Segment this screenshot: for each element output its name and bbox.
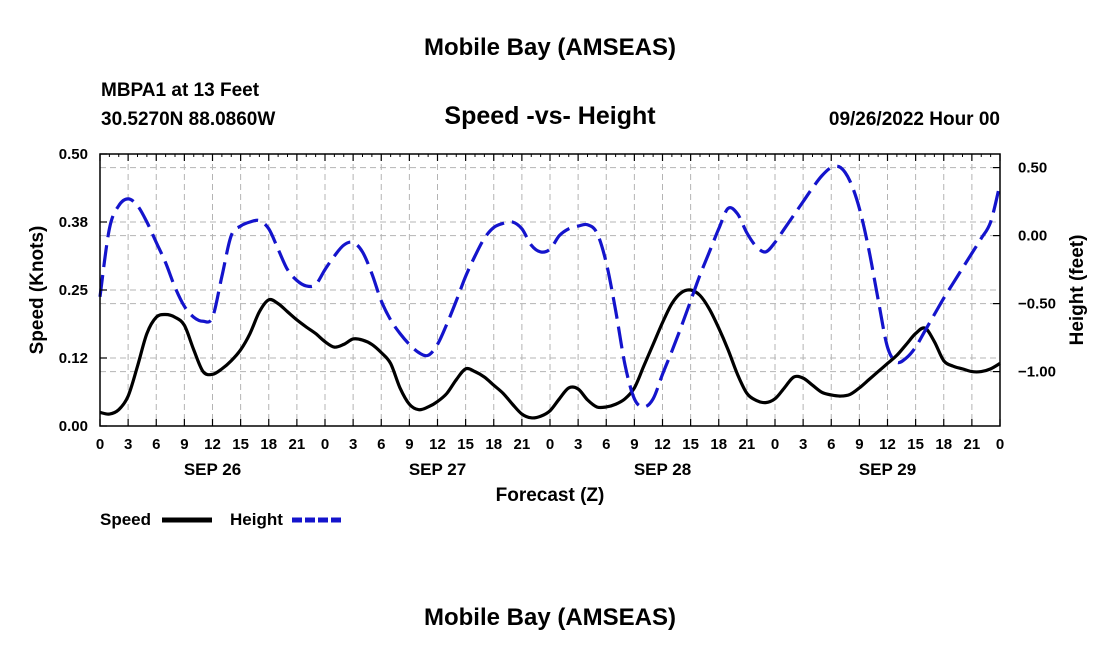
legend: Speed Height bbox=[100, 510, 342, 529]
y-left-tick-label: 0.25 bbox=[59, 282, 88, 299]
x-tick-label: 21 bbox=[739, 436, 756, 453]
y-right-tick-label: 0.50 bbox=[1018, 160, 1047, 177]
x-tick-label: 3 bbox=[574, 436, 582, 453]
series-height-line bbox=[98, 164, 1002, 409]
x-tick-label: 0 bbox=[96, 436, 104, 453]
x-tick-label: 6 bbox=[152, 436, 160, 453]
x-tick-label: 3 bbox=[349, 436, 357, 453]
legend-height-label: Height bbox=[230, 510, 283, 529]
x-tick-label: 0 bbox=[546, 436, 554, 453]
y-left-tick-label: 0.50 bbox=[59, 146, 88, 163]
x-tick-label: 18 bbox=[485, 436, 502, 453]
x-tick-label: 12 bbox=[429, 436, 446, 453]
x-tick-label: 21 bbox=[964, 436, 981, 453]
y-left-tick-label: 0.00 bbox=[59, 418, 88, 435]
x-tick-label: 9 bbox=[180, 436, 188, 453]
x-tick-label: 15 bbox=[907, 436, 924, 453]
page-title: Mobile Bay (AMSEAS) bbox=[424, 34, 676, 61]
series-layer bbox=[98, 164, 1002, 420]
legend-speed-label: Speed bbox=[100, 510, 151, 529]
station-label: MBPA1 at 13 Feet bbox=[101, 80, 260, 101]
x-tick-label: 6 bbox=[377, 436, 385, 453]
y-left-tick-label: 0.12 bbox=[59, 350, 88, 367]
x-tick-label: 9 bbox=[855, 436, 863, 453]
x-tick-label: 18 bbox=[710, 436, 727, 453]
x-tick-label: 0 bbox=[321, 436, 329, 453]
series-speed-line bbox=[99, 288, 1001, 420]
x-tick-label: 18 bbox=[260, 436, 277, 453]
axes: 0 3 6 9 12 15 18 21 0 3 6 9 12 15 18 21 0 3 6 9 12 15 18 21 0 3 6 9… bbox=[59, 146, 1056, 479]
x-tick-label: 12 bbox=[654, 436, 671, 453]
x-tick-label: 3 bbox=[124, 436, 132, 453]
x-axis-label: Forecast (Z) bbox=[496, 485, 605, 506]
y-right-tick-label: −1.00 bbox=[1018, 364, 1056, 381]
date-label: SEP 27 bbox=[409, 460, 466, 479]
date-label: SEP 26 bbox=[184, 460, 241, 479]
x-tick-label: 6 bbox=[602, 436, 610, 453]
x-tick-label: 0 bbox=[771, 436, 779, 453]
x-tick-label: 15 bbox=[457, 436, 474, 453]
y-axis-right-label: Height (feet) bbox=[1067, 235, 1088, 346]
x-tick-label: 15 bbox=[232, 436, 249, 453]
date-label: SEP 28 bbox=[634, 460, 691, 479]
x-tick-label: 21 bbox=[514, 436, 531, 453]
location-label: 30.5270N 88.0860W bbox=[101, 109, 275, 130]
footer-title: Mobile Bay (AMSEAS) bbox=[424, 604, 676, 631]
x-tick-label: 9 bbox=[630, 436, 638, 453]
x-tick-label: 0 bbox=[996, 436, 1004, 453]
x-tick-label: 3 bbox=[799, 436, 807, 453]
x-tick-label: 18 bbox=[935, 436, 952, 453]
y-left-tick-label: 0.38 bbox=[59, 214, 88, 231]
y-right-tick-label: −0.50 bbox=[1018, 296, 1056, 313]
x-tick-label: 15 bbox=[682, 436, 699, 453]
x-tick-label: 12 bbox=[204, 436, 221, 453]
x-tick-label: 12 bbox=[879, 436, 896, 453]
x-tick-label: 21 bbox=[289, 436, 306, 453]
x-tick-label: 9 bbox=[405, 436, 413, 453]
y-axis-left-label: Speed (Knots) bbox=[27, 226, 48, 355]
datetime-label: 09/26/2022 Hour 00 bbox=[829, 109, 1000, 130]
x-tick-label: 6 bbox=[827, 436, 835, 453]
date-label: SEP 29 bbox=[859, 460, 916, 479]
y-right-tick-label: 0.00 bbox=[1018, 228, 1047, 245]
chart-title: Speed -vs- Height bbox=[444, 102, 656, 130]
